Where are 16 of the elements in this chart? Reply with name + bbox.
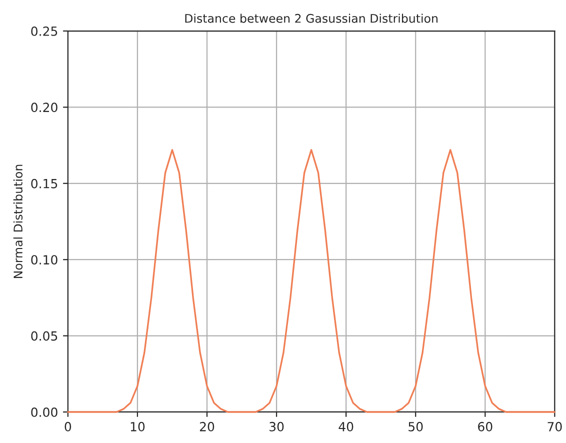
x-tick-label: 60 bbox=[478, 422, 492, 432]
x-tick-label: 10 bbox=[130, 422, 145, 432]
x-tick-label: 50 bbox=[408, 422, 423, 432]
y-tick-label: 0.25 bbox=[31, 26, 58, 36]
x-tick-label: 70 bbox=[548, 422, 562, 432]
y-tick-label: 0.00 bbox=[31, 407, 58, 417]
chart-title: Distance between 2 Gasussian Distribution bbox=[185, 14, 438, 23]
y-tick-label: 0.10 bbox=[31, 255, 58, 265]
y-tick-label: 0.05 bbox=[31, 331, 58, 341]
x-tick-label: 0 bbox=[64, 422, 72, 432]
x-tick-label: 40 bbox=[338, 422, 354, 432]
y-axis-title: Normal Distribution bbox=[13, 164, 23, 278]
y-tick-label: 0.20 bbox=[31, 102, 58, 112]
y-tick-label: 0.15 bbox=[31, 178, 58, 188]
x-tick-label: 30 bbox=[270, 422, 284, 432]
x-tick-label: 20 bbox=[200, 422, 214, 432]
